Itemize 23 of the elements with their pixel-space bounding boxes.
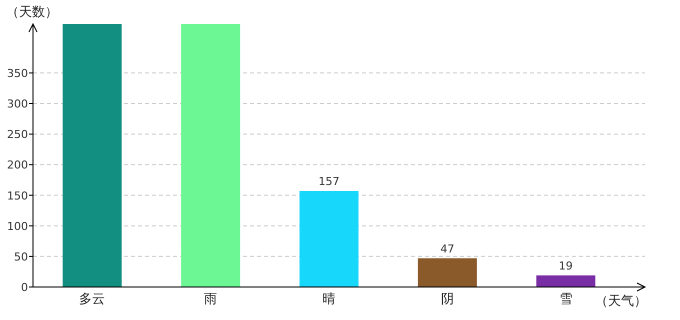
y-tick-label: 250 bbox=[7, 128, 28, 142]
bar bbox=[536, 275, 596, 287]
y-tick-label: 50 bbox=[14, 250, 28, 264]
y-tick-label: 100 bbox=[7, 220, 28, 233]
y-tick-label: 200 bbox=[7, 158, 28, 172]
x-tick-label: 晴 bbox=[322, 292, 336, 307]
bar bbox=[62, 24, 122, 287]
x-tick-label: 雪 bbox=[559, 292, 572, 307]
data-label: 19 bbox=[558, 259, 573, 272]
x-axis-title: （天气） bbox=[595, 294, 647, 309]
y-tick-label: 350 bbox=[7, 66, 28, 80]
y-axis-title: （天数） bbox=[6, 5, 58, 20]
x-tick-label: 阴 bbox=[440, 292, 454, 307]
bar bbox=[300, 190, 358, 287]
x-tick-label: 多云 bbox=[79, 292, 106, 307]
y-tick-label: 150 bbox=[7, 189, 28, 202]
bar bbox=[418, 258, 477, 287]
data-label: 47 bbox=[440, 242, 454, 256]
y-tick-label: 0 bbox=[21, 281, 28, 294]
data-label: 157 bbox=[318, 174, 340, 188]
y-tick-label: 300 bbox=[7, 98, 28, 111]
bar bbox=[181, 24, 240, 287]
x-tick-label: 雨 bbox=[204, 292, 218, 307]
